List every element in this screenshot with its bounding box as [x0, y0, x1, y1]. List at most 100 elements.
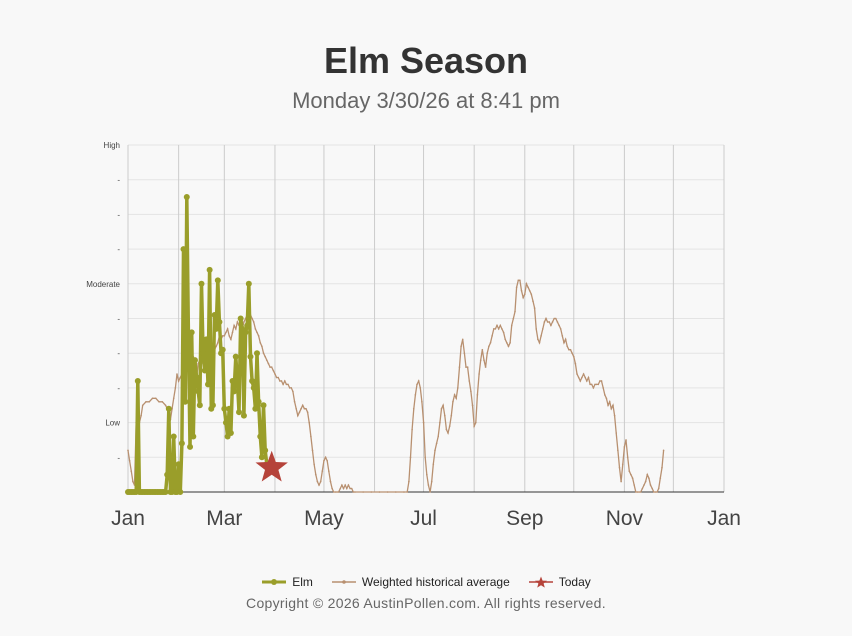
elm-point	[206, 266, 213, 273]
x-tick-label: Jan	[111, 507, 145, 530]
average-point	[646, 473, 649, 476]
elm-point	[250, 384, 257, 391]
average-point	[648, 477, 650, 479]
average-point	[151, 397, 154, 400]
average-point	[577, 376, 580, 379]
average-point	[519, 279, 521, 282]
average-point	[283, 380, 286, 382]
average-point	[323, 459, 325, 462]
average-point	[406, 491, 409, 493]
elm-point	[262, 447, 269, 454]
elm-point	[216, 318, 223, 325]
average-point	[421, 400, 423, 403]
average-point	[262, 352, 265, 355]
average-point	[230, 338, 232, 341]
average-point	[499, 324, 502, 327]
average-point	[419, 387, 422, 389]
average-point	[491, 335, 493, 337]
average-point	[453, 394, 456, 396]
average-point	[305, 407, 307, 410]
average-point	[336, 491, 338, 493]
chart-subtitle: Monday 3/30/26 at 8:41 pm	[292, 88, 560, 113]
average-point	[128, 459, 131, 462]
average-point	[488, 345, 490, 348]
legend-label-average: Weighted historical average	[361, 575, 510, 589]
average-point	[314, 473, 317, 476]
average-point	[555, 317, 557, 320]
elm-point	[221, 405, 228, 412]
elm-point	[226, 405, 233, 412]
average-point	[594, 383, 596, 386]
average-point	[651, 487, 653, 490]
legend-item-today[interactable]: Today	[528, 575, 591, 589]
average-point	[228, 335, 231, 337]
y-tick-label: -	[117, 210, 120, 219]
average-point	[509, 341, 511, 344]
average-point	[561, 335, 564, 337]
average-point	[492, 328, 495, 330]
average-point	[494, 328, 497, 330]
average-point	[528, 289, 531, 292]
average-point	[409, 456, 412, 459]
average-point	[559, 328, 562, 330]
average-point	[259, 341, 262, 344]
y-tick-label: Moderate	[86, 280, 120, 289]
average-point	[564, 338, 567, 341]
average-point	[566, 345, 569, 348]
average-point	[618, 466, 621, 469]
elm-point	[213, 325, 220, 332]
average-point	[416, 383, 418, 386]
average-point	[605, 397, 608, 400]
average-point	[414, 394, 417, 396]
average-point	[370, 491, 373, 493]
average-point	[589, 383, 591, 386]
average-point	[466, 366, 469, 368]
average-point	[617, 449, 619, 452]
average-point	[346, 487, 348, 490]
average-point	[321, 470, 324, 472]
average-point	[465, 366, 467, 368]
average-point	[604, 394, 606, 396]
average-point	[233, 324, 235, 327]
average-point	[331, 487, 333, 490]
average-point	[621, 463, 624, 466]
average-point	[285, 383, 288, 386]
elm-point	[201, 367, 208, 374]
average-point	[430, 480, 433, 483]
average-point	[300, 407, 302, 410]
y-tick-label: -	[117, 176, 120, 185]
average-point	[408, 480, 410, 483]
average-point	[341, 484, 343, 486]
average-point	[579, 380, 582, 382]
x-tick-label: Nov	[606, 507, 644, 530]
average-point	[581, 376, 583, 379]
average-point	[553, 317, 555, 320]
average-point	[623, 446, 626, 448]
average-point	[426, 473, 428, 476]
elm-point	[255, 398, 262, 405]
average-point	[644, 480, 647, 483]
average-point	[506, 341, 508, 344]
average-point	[267, 362, 270, 365]
average-point	[132, 480, 134, 483]
chart-title: Elm Season	[323, 40, 529, 81]
elm-point	[231, 388, 238, 395]
average-point	[176, 373, 178, 375]
average-point	[657, 487, 660, 490]
average-point	[417, 380, 420, 382]
average-point	[344, 484, 346, 486]
average-point	[525, 283, 528, 285]
average-point	[654, 491, 657, 493]
legend-item-average[interactable]: Weighted historical average	[331, 575, 510, 589]
average-point	[429, 491, 431, 493]
legend-item-elm[interactable]: Elm	[261, 575, 313, 589]
elm-point	[229, 377, 236, 384]
legend-label-today: Today	[558, 575, 591, 589]
average-point	[628, 470, 631, 472]
average-point	[288, 387, 291, 389]
average-point	[256, 331, 258, 334]
average-point	[313, 463, 315, 466]
average-point	[468, 380, 471, 382]
average-point	[489, 341, 492, 344]
elm-point	[134, 377, 141, 384]
